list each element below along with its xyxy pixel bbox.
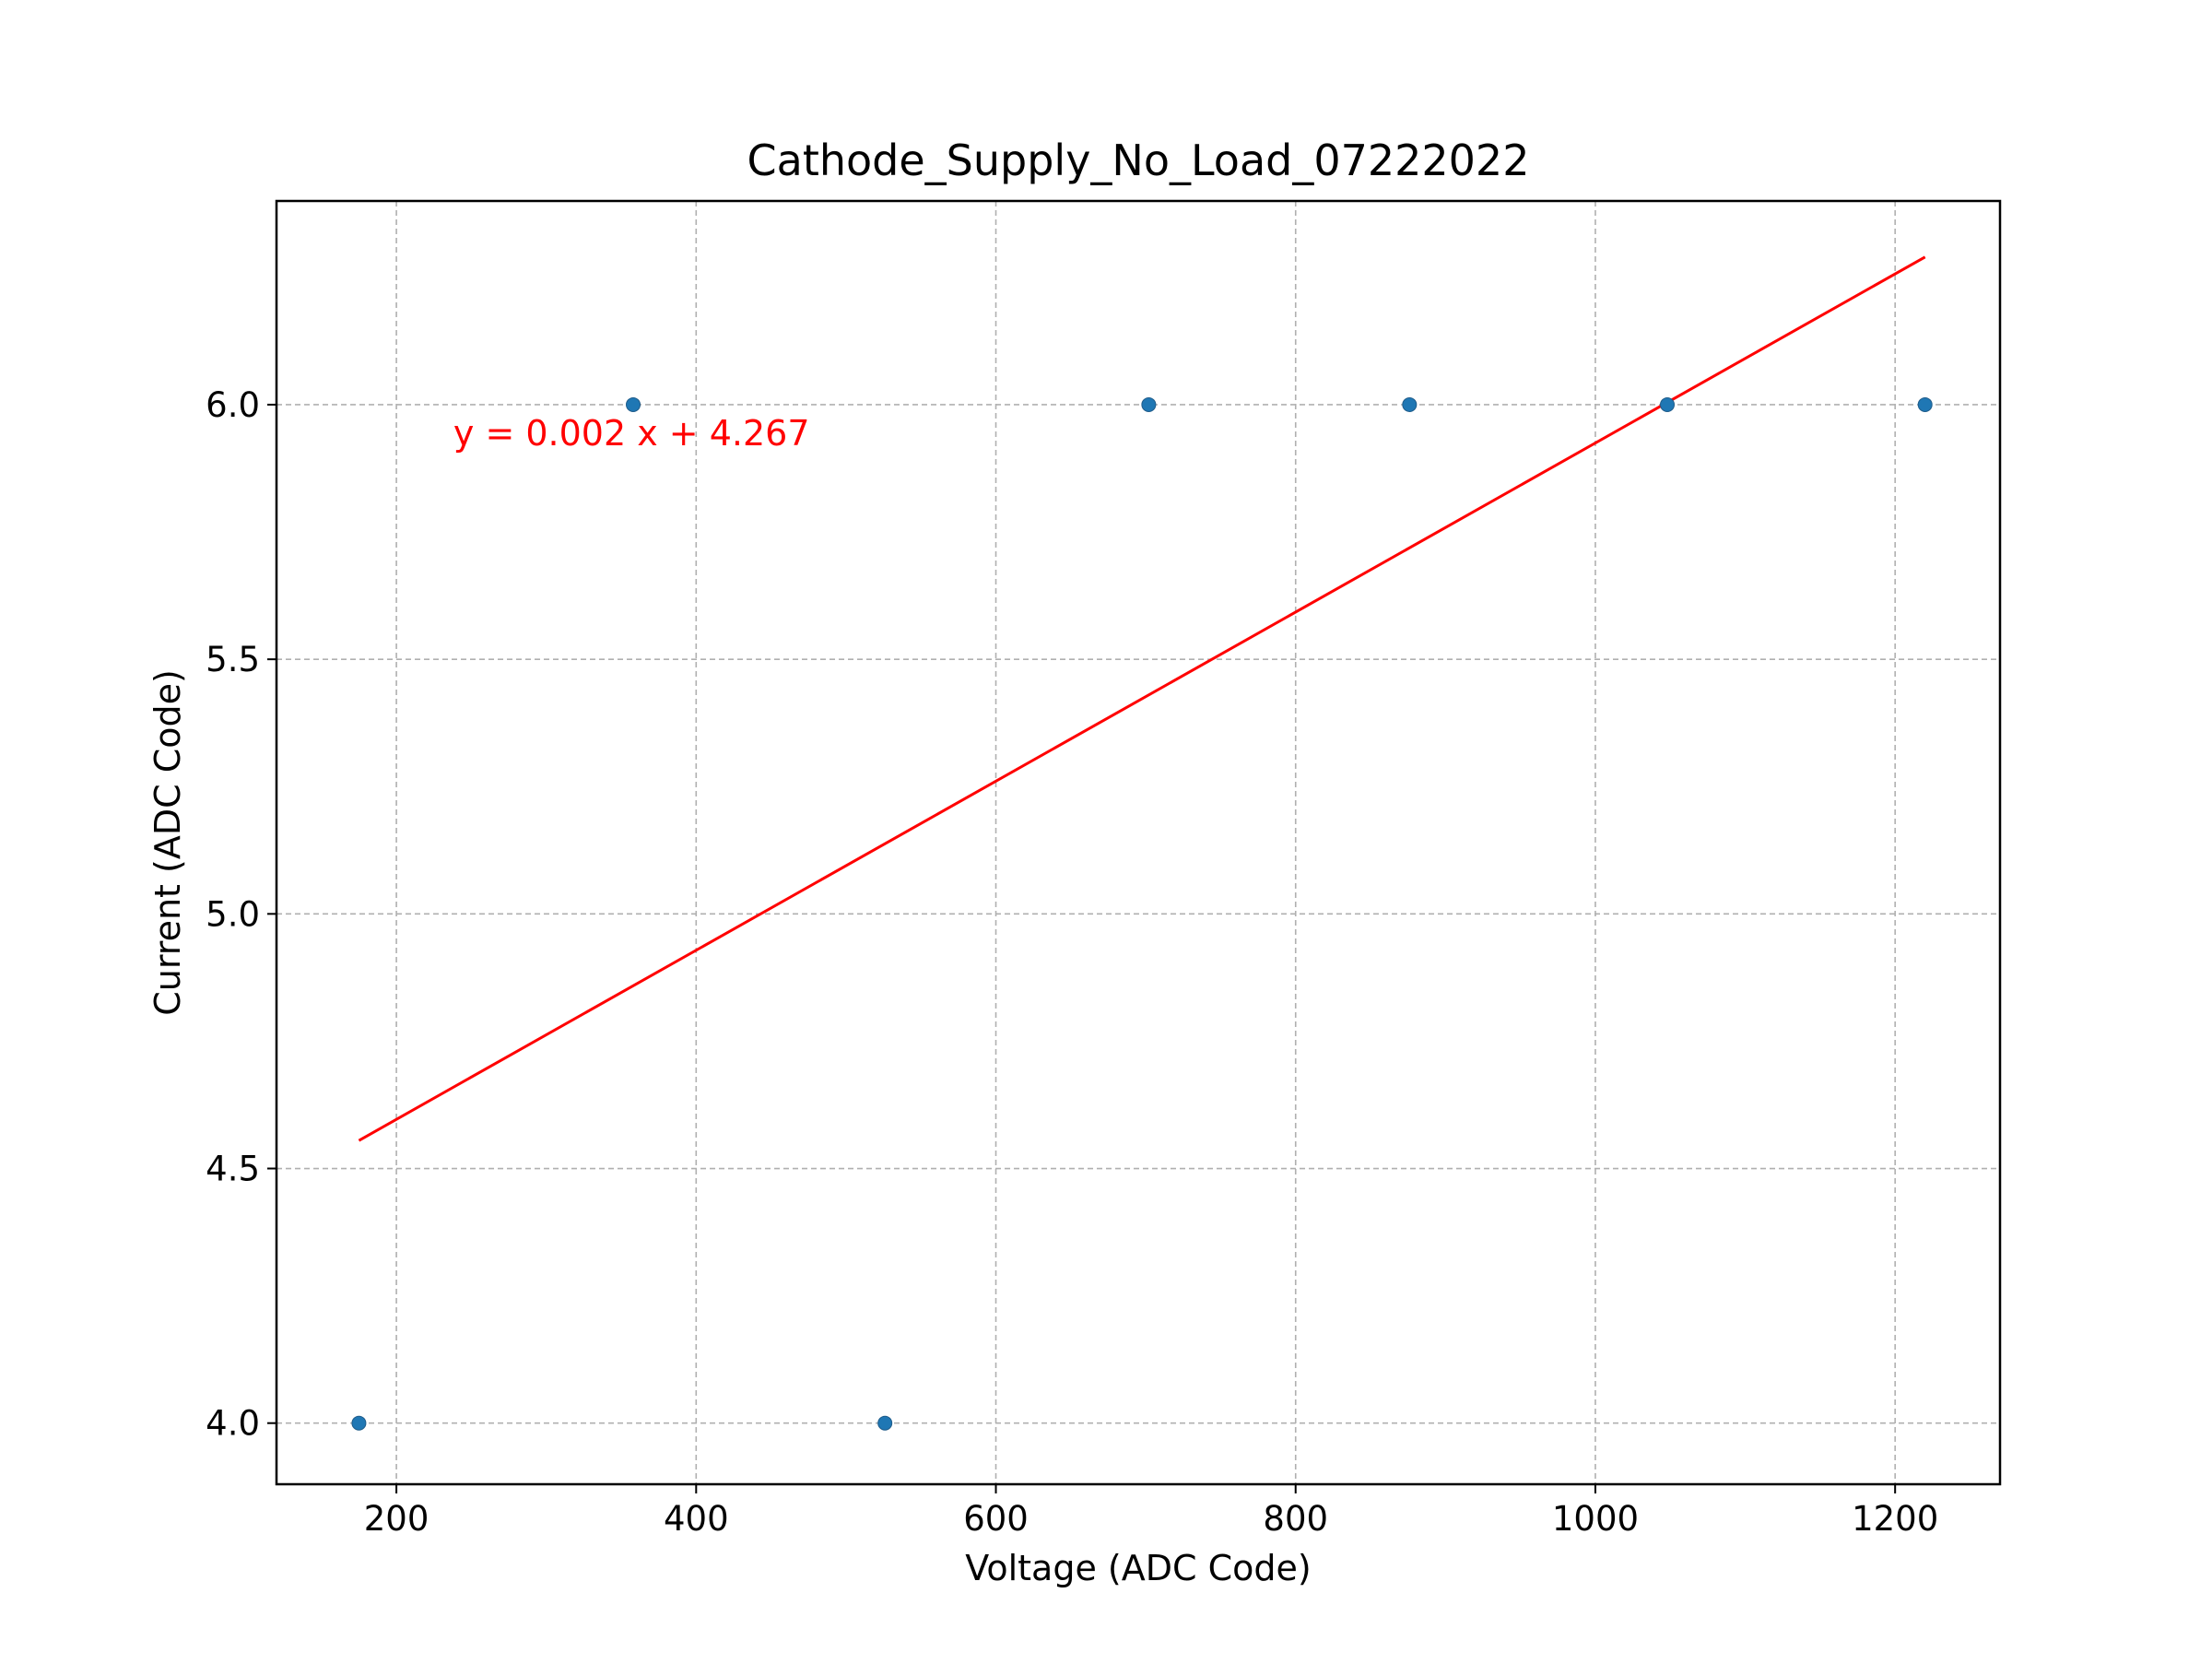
data-point <box>351 1415 367 1431</box>
y-tick-label: 5.0 <box>206 894 260 934</box>
x-tick-label: 400 <box>664 1499 729 1539</box>
chart-title: Cathode_Supply_No_Load_07222022 <box>747 136 1530 185</box>
x-tick-label: 200 <box>364 1499 429 1539</box>
x-tick-label: 1200 <box>1852 1499 1938 1539</box>
y-axis-label: Current (ADC Code) <box>147 669 188 1016</box>
y-tick-label: 6.0 <box>206 385 260 425</box>
data-point <box>1660 396 1676 412</box>
data-point <box>1917 396 1933 412</box>
y-tick-label: 4.0 <box>206 1404 260 1444</box>
y-tick-label: 4.5 <box>206 1150 260 1189</box>
grid-lines <box>276 201 2000 1484</box>
y-tick-label: 5.5 <box>206 640 260 679</box>
fit-equation-annotation: y = 0.002 x + 4.267 <box>453 413 810 454</box>
axis-ticks: 200 400 600 800 1000 1200 4.0 4.5 5.0 5.5 6.0 <box>206 385 1938 1539</box>
x-tick-label: 800 <box>1263 1499 1328 1539</box>
data-point <box>626 396 641 412</box>
data-point <box>1402 396 1418 412</box>
data-point <box>1141 396 1157 412</box>
data-point <box>877 1415 893 1431</box>
plot-frame <box>275 199 2002 1486</box>
data-points <box>351 396 1933 1431</box>
x-tick-label: 600 <box>963 1499 1029 1539</box>
x-axis-label: Voltage (ADC Code) <box>965 1548 1311 1588</box>
x-tick-label: 1000 <box>1552 1499 1639 1539</box>
